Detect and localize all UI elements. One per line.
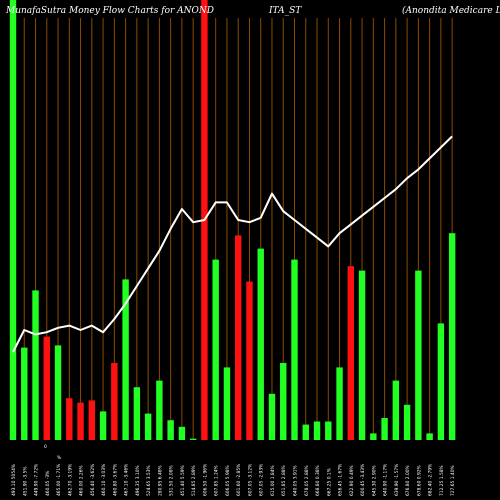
x-tick-label: 451.40 5.59% (180, 465, 186, 496)
money-flow-bar (415, 270, 422, 440)
money-flow-bar (156, 380, 163, 440)
money-flow-bar (381, 418, 388, 440)
money-flow-bar (336, 367, 343, 440)
x-tick-label: 460.80 -3.67% (112, 464, 118, 496)
money-flow-bar (448, 233, 456, 440)
money-flow-bar (212, 259, 219, 440)
x-tick-label: 451.90 -3.5% (22, 467, 28, 497)
money-flow-bar (77, 402, 84, 440)
x-tick-label: 606.05 5.98% (225, 465, 231, 496)
x-tick-label: 651.85 2.88% (281, 465, 287, 496)
chart-title-part-3: (Anondita Medicare Limit (402, 5, 500, 16)
money-flow-bar (189, 438, 197, 440)
x-tick-label: 615.00 1.84% (270, 465, 276, 496)
x-tick-label: 682.40 -2.79% (428, 464, 434, 496)
price-line (12, 135, 453, 353)
money-flow-bar (257, 248, 264, 440)
x-tick-label: 524.65 3.53% (146, 465, 152, 496)
money-flow-bar (347, 266, 354, 440)
x-tick-label: 645.30 2.90% (371, 465, 377, 496)
chart-title-part-2: ITA_ST (268, 6, 302, 16)
money-flow-bar (122, 279, 129, 440)
money-flow-bar (9, 0, 17, 440)
x-tick-label: 449.90 -7.72% (34, 464, 40, 496)
money-flow-bar (66, 398, 73, 440)
x-tick-label: 622.90 0.49% (349, 465, 355, 496)
money-flow-bar (437, 323, 445, 440)
money-flow-bar (358, 270, 366, 440)
x-tick-label: 460.10 -3.03% (101, 464, 107, 496)
x-tick-label: 668.80 0.38% (315, 465, 321, 496)
x-tick-label: 460.05 -3% (45, 471, 51, 496)
x-tick-label: 496.35 3.10% (135, 465, 141, 496)
x-tick-label: 601.60 -2.85% (236, 464, 242, 496)
x-tick-label: 607.05 -2.93% (259, 464, 265, 496)
x-tick-label: 640.90 -1.17% (383, 464, 389, 496)
money-flow-bar (302, 424, 309, 440)
money-flow-bar (223, 367, 231, 440)
chart-title-part-1: MunafaSutra Money Flow Charts for ANOND (5, 6, 214, 16)
money-flow-bar (144, 413, 152, 440)
money-flow-bar (426, 433, 433, 440)
x-tick-label: 467.10 -3.46% (124, 464, 130, 496)
money-flow-bar (392, 380, 400, 440)
x-tick-mark-zero: 0 (44, 444, 47, 450)
money-flow-bar (21, 347, 28, 440)
money-flow-bar (325, 421, 332, 440)
x-tick-label: 727.65 1.40% (450, 465, 456, 496)
x-tick-label: 462.70 -3.19% (67, 464, 73, 496)
money-flow-bar (54, 345, 62, 440)
x-tick-label: 667.25 0.1% (326, 468, 332, 496)
money-flow-bar (291, 259, 298, 440)
x-tick-label: 656.45 -1.67% (338, 464, 344, 496)
line-layer (12, 135, 453, 353)
money-flow-bar (111, 363, 118, 440)
x-tick-label: 640.05 3.91% (293, 465, 299, 496)
money-flow-bar (268, 393, 276, 440)
money-flow-bar (99, 411, 107, 440)
x-tick-label: 606.50 -1.96% (202, 464, 208, 496)
x-tick-label: 639.90 -1.57% (394, 464, 400, 496)
x-tick-label: 280.95 6.48% (157, 465, 163, 496)
x-tick-label: 460.00 2.26% (79, 465, 85, 496)
money-flow-bar (246, 281, 253, 440)
x-tick-label: 678.60 0.92% (416, 465, 422, 496)
x-tick-label: 607.05 -3.12% (247, 464, 253, 496)
x-tick-label: 600.45 -3.43% (360, 464, 366, 496)
money-flow-bar (32, 290, 39, 440)
money-flow-bar (88, 400, 96, 440)
money-flow-bar (403, 404, 411, 440)
money-flow-bar (313, 421, 321, 440)
money-flow-bar (370, 433, 377, 440)
x-tick-label: 531.50 2.08% (169, 465, 175, 496)
x-tick-label: 712.25 1.58% (439, 465, 445, 496)
money-flow-bar (43, 336, 50, 440)
x-tick-mark-percent: % (57, 455, 61, 461)
bar-layer (9, 0, 456, 440)
x-tick-label: 456.40 -3.62% (90, 464, 96, 496)
x-tick-label: 514.85 2.89% (191, 465, 197, 496)
money-flow-bar (235, 235, 242, 440)
x-tick-label: 678.05 2.88% (304, 465, 310, 496)
money-flow-bar (178, 426, 186, 440)
money-flow-bar (167, 420, 174, 440)
money-flow-bar (133, 387, 141, 440)
x-tick-label: 493.10 5054% (11, 464, 17, 496)
money-flow-bar (280, 363, 287, 440)
x-tick-label: 465.00 -1.71% (56, 464, 62, 496)
x-tick-label: 676.80 2.00% (405, 465, 411, 496)
tick-layer: 493.10 5054% 451.90 -3.5% 449.90 -7.72% 460… (11, 444, 456, 496)
x-tick-label: 607.85 1.24% (214, 465, 220, 496)
